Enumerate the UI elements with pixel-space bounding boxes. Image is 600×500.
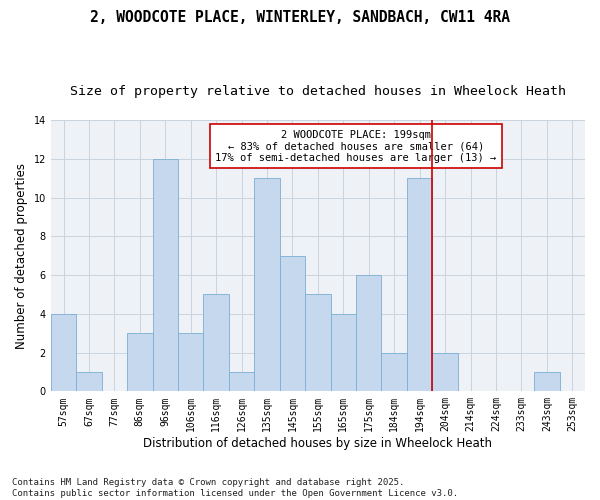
Bar [305,294,331,392]
Bar [280,256,305,392]
Bar [203,294,229,392]
Bar [152,159,178,392]
X-axis label: Distribution of detached houses by size in Wheelock Heath: Distribution of detached houses by size … [143,437,493,450]
Title: Size of property relative to detached houses in Wheelock Heath: Size of property relative to detached ho… [70,85,566,98]
Text: Contains HM Land Registry data © Crown copyright and database right 2025.
Contai: Contains HM Land Registry data © Crown c… [12,478,458,498]
Bar [356,275,382,392]
Bar [407,178,433,392]
Bar [534,372,560,392]
Bar [382,352,407,392]
Text: 2 WOODCOTE PLACE: 199sqm
← 83% of detached houses are smaller (64)
17% of semi-d: 2 WOODCOTE PLACE: 199sqm ← 83% of detach… [215,130,497,163]
Bar [51,314,76,392]
Bar [127,333,152,392]
Y-axis label: Number of detached properties: Number of detached properties [15,162,28,348]
Bar [178,333,203,392]
Text: 2, WOODCOTE PLACE, WINTERLEY, SANDBACH, CW11 4RA: 2, WOODCOTE PLACE, WINTERLEY, SANDBACH, … [90,10,510,25]
Bar [76,372,101,392]
Bar [254,178,280,392]
Bar [331,314,356,392]
Bar [433,352,458,392]
Bar [229,372,254,392]
